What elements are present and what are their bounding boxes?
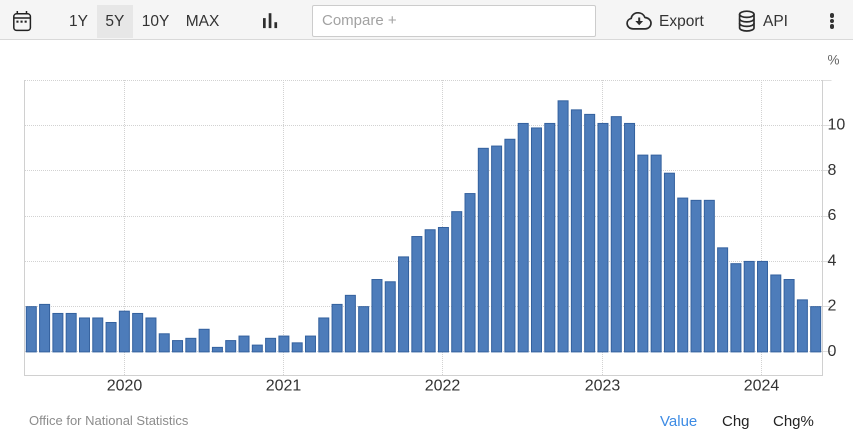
svg-text:2022: 2022 xyxy=(425,378,461,395)
svg-text:6: 6 xyxy=(828,207,837,224)
svg-text:2023: 2023 xyxy=(585,378,621,395)
svg-text:10: 10 xyxy=(828,117,846,134)
svg-text:8: 8 xyxy=(828,162,837,179)
svg-text:2020: 2020 xyxy=(107,378,143,395)
svg-text:2: 2 xyxy=(828,298,837,315)
svg-text:2024: 2024 xyxy=(744,378,780,395)
svg-text:4: 4 xyxy=(828,252,837,269)
svg-text:%: % xyxy=(828,52,840,67)
svg-text:2021: 2021 xyxy=(266,378,302,395)
svg-text:0: 0 xyxy=(828,343,837,360)
